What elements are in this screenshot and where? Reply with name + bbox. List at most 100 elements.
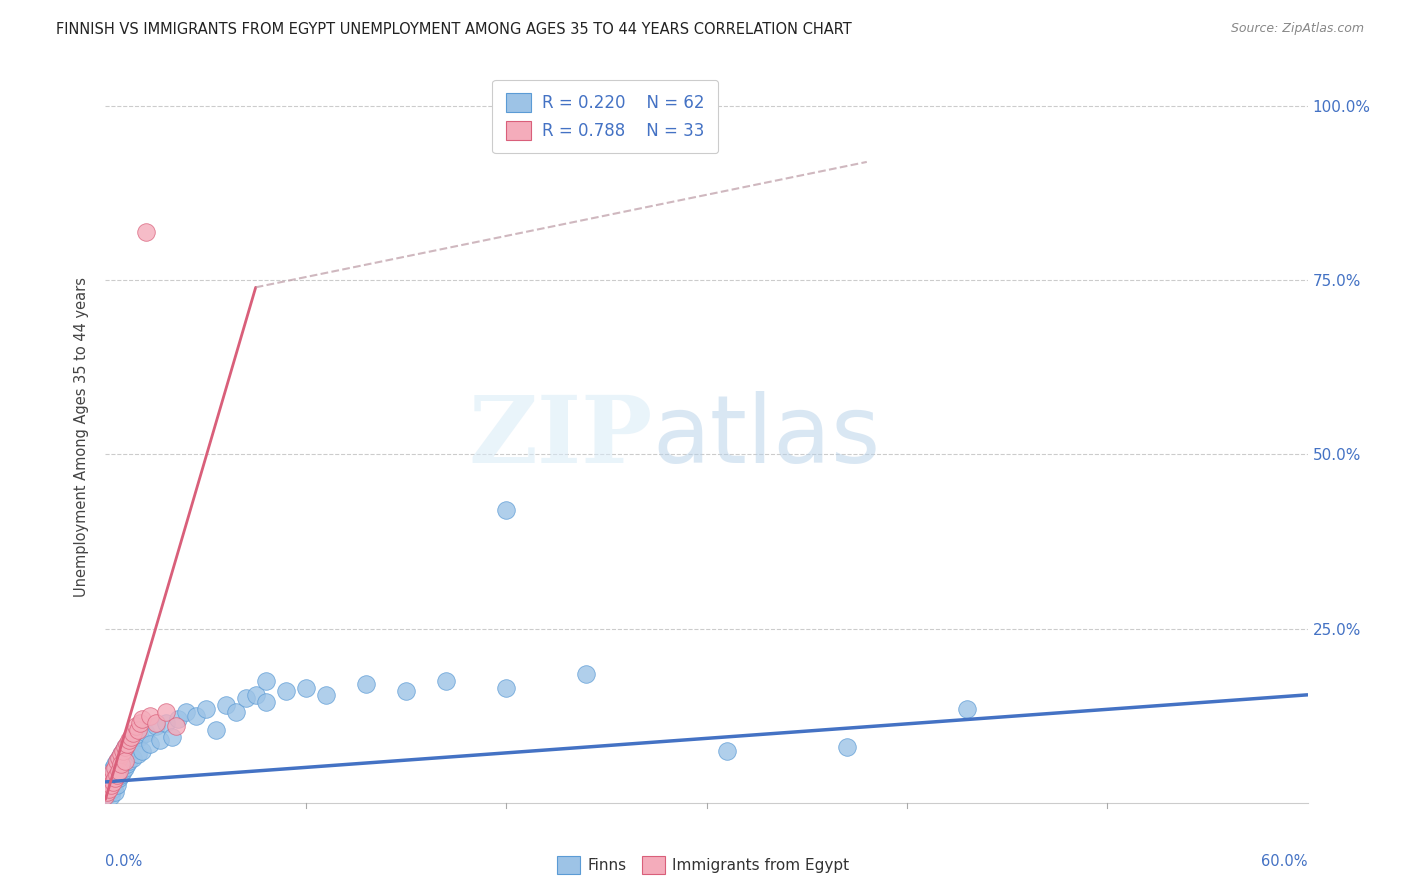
Text: 60.0%: 60.0% [1261,854,1308,869]
Point [98,775,121,789]
Point [184,708,207,723]
Point [103,768,125,782]
Point [575,667,598,681]
Point [225,705,247,719]
Point [108,772,131,786]
Point [128,715,150,730]
Point [166,712,188,726]
Point [245,688,267,702]
Point [100,772,122,786]
Legend: Finns, Immigrants from Egypt: Finns, Immigrants from Egypt [551,850,855,880]
Point [395,684,418,698]
Point [716,743,738,757]
Point [295,681,318,695]
Text: Source: ZipAtlas.com: Source: ZipAtlas.com [1230,22,1364,36]
Point [107,768,129,782]
Point [98,775,121,789]
Point [108,764,131,779]
Point [98,788,121,802]
Point [112,743,135,757]
Point [103,761,125,775]
Point [160,730,183,744]
Text: ZIP: ZIP [468,392,652,482]
Point [104,757,127,772]
Point [96,785,118,799]
Point [131,712,153,726]
Point [117,737,139,751]
Point [204,723,226,737]
Point [98,781,121,796]
Point [254,673,277,688]
Point [135,225,157,239]
Point [108,750,131,764]
Point [127,723,149,737]
Point [117,757,139,772]
Point [121,737,143,751]
Y-axis label: Unemployment Among Ages 35 to 44 years: Unemployment Among Ages 35 to 44 years [75,277,90,597]
Point [94,789,117,803]
Point [96,781,118,796]
Point [112,743,135,757]
Point [100,778,122,792]
Text: 0.0%: 0.0% [105,854,142,869]
Point [124,719,146,733]
Point [354,677,377,691]
Point [108,750,131,764]
Point [107,778,129,792]
Point [956,702,979,716]
Point [235,691,257,706]
Point [100,789,122,803]
Point [114,754,136,768]
Point [114,761,136,775]
Point [124,733,146,747]
Point [122,726,145,740]
Point [104,775,127,789]
Point [110,747,132,761]
Point [127,747,149,761]
Text: FINNISH VS IMMIGRANTS FROM EGYPT UNEMPLOYMENT AMONG AGES 35 TO 44 YEARS CORRELAT: FINNISH VS IMMIGRANTS FROM EGYPT UNEMPLO… [56,22,852,37]
Point [103,764,125,779]
Point [155,705,177,719]
Point [495,503,517,517]
Point [434,673,457,688]
Point [107,754,129,768]
Point [165,719,187,733]
Point [131,743,153,757]
Point [121,730,143,744]
Point [138,737,160,751]
Point [100,772,122,786]
Point [315,688,337,702]
Point [138,708,160,723]
Point [145,719,167,733]
Point [100,783,122,797]
Point [194,702,217,716]
Point [96,785,118,799]
Point [98,778,121,792]
Point [112,764,135,779]
Point [103,775,125,789]
Legend: R = 0.220    N = 62, R = 0.788    N = 33: R = 0.220 N = 62, R = 0.788 N = 33 [492,79,718,153]
Point [104,785,127,799]
Point [110,747,132,761]
Point [96,781,118,796]
Point [495,681,517,695]
Point [174,705,197,719]
Point [114,740,136,755]
Text: atlas: atlas [652,391,880,483]
Point [122,750,145,764]
Point [94,789,117,803]
Point [148,733,170,747]
Point [118,754,141,768]
Point [104,761,127,775]
Point [145,715,167,730]
Point [835,740,858,755]
Point [114,740,136,755]
Point [110,757,132,772]
Point [128,730,150,744]
Point [110,768,132,782]
Point [103,781,125,796]
Point [104,772,127,786]
Point [107,754,129,768]
Point [135,726,157,740]
Point [274,684,297,698]
